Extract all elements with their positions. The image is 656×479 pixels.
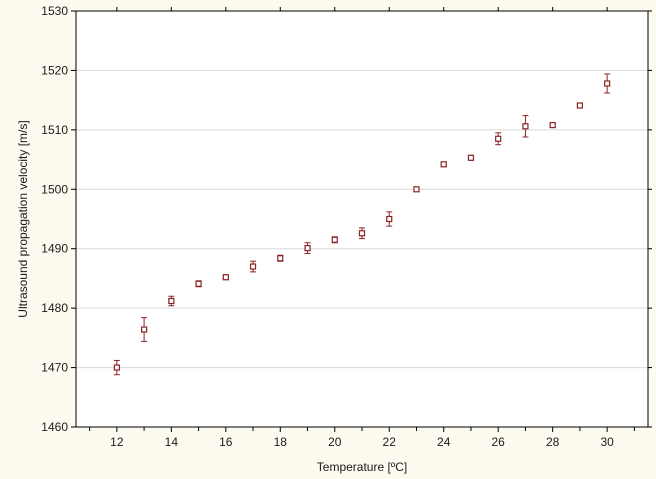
data-point-8 [331,236,338,244]
data-point-3 [195,280,202,288]
y-tick-label-1520: 1520 [41,63,68,77]
data-point-12 [440,161,447,168]
marker-4 [222,274,229,281]
plot-background [76,11,648,427]
marker-10 [386,215,393,223]
marker-3 [195,280,202,287]
data-point-18 [604,73,611,94]
data-point-17 [576,102,584,109]
data-points [113,73,611,376]
y-axis-title: Ultrasound propagation velocity [m/s] [16,120,30,317]
marker-16 [549,122,556,129]
data-point-5 [249,260,257,273]
data-point-11 [413,186,420,193]
x-tick-label-26: 26 [492,435,506,449]
data-point-4 [222,274,229,281]
marker-9 [358,230,366,237]
y-tick-label-1530: 1530 [41,4,68,18]
data-point-13 [467,154,475,161]
x-tick-label-22: 22 [383,435,397,449]
marker-6 [277,255,284,262]
y-tick-label-1470: 1470 [41,361,68,375]
marker-1 [140,326,148,333]
marker-5 [249,263,257,270]
data-point-15 [522,115,529,138]
marker-14 [495,135,502,142]
data-point-0 [113,359,120,376]
data-point-1 [140,317,148,342]
marker-7 [304,245,311,252]
data-point-9 [358,227,366,240]
data-point-10 [386,211,393,227]
marker-12 [440,161,447,168]
x-tick-label-12: 12 [110,435,124,449]
y-tick-label-1490: 1490 [41,242,68,256]
x-tick-label-20: 20 [328,435,342,449]
marker-8 [331,236,338,243]
x-tick-label-16: 16 [219,435,233,449]
x-tick-label-14: 14 [165,435,179,449]
x-tick-label-24: 24 [437,435,451,449]
ticks: 1460 1470 1480 1490 1500 1510 1520 1530 12 14 16 18… [41,4,652,449]
marker-13 [467,154,475,161]
data-point-16 [549,122,556,129]
data-point-14 [495,132,502,146]
marker-17 [576,102,584,109]
gridlines [76,69,648,369]
y-tick-label-1460: 1460 [41,420,68,434]
x-tick-label-18: 18 [274,435,288,449]
marker-2 [168,297,175,305]
marker-18 [604,80,611,87]
y-tick-label-1480: 1480 [41,301,68,315]
marker-15 [522,123,529,130]
marker-11 [413,186,420,193]
y-tick-label-1510: 1510 [41,123,68,137]
data-point-2 [168,295,175,307]
x-axis-title: Temperature [ºC] [317,460,407,474]
data-point-6 [277,254,284,262]
data-point-7 [304,242,311,254]
x-tick-label-30: 30 [600,435,614,449]
marker-0 [113,364,120,371]
x-tick-label-28: 28 [546,435,560,449]
y-tick-label-1500: 1500 [41,182,68,196]
